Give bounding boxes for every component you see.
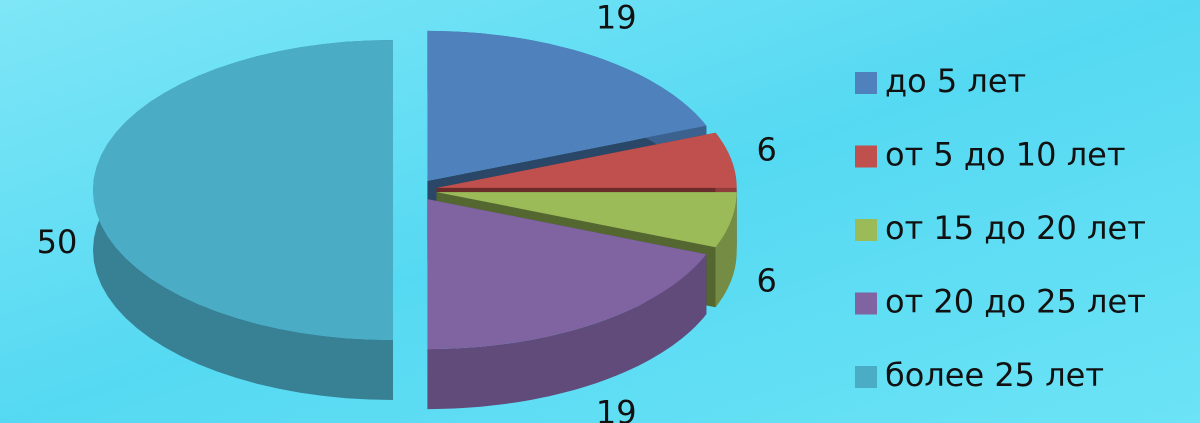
legend-swatch (855, 72, 877, 94)
chart: 19 6 50 6 19 до 5 лет от 5 до 10 лет от 15 до … (0, 0, 1200, 423)
legend-label: от 15 до 20 лет (885, 209, 1146, 247)
value-label: 6 (756, 130, 776, 168)
value-label: 19 (596, 393, 637, 423)
legend-label: от 5 до 10 лет (885, 136, 1125, 174)
legend-label: до 5 лет (885, 62, 1026, 100)
value-label: 50 (37, 223, 78, 261)
legend-swatch (855, 293, 877, 315)
value-label: 19 (596, 0, 637, 37)
legend-label: более 25 лет (885, 356, 1104, 394)
page: 19 6 50 6 19 до 5 лет от 5 до 10 лет от 15 до … (0, 0, 1200, 423)
legend-swatch (855, 219, 877, 241)
legend-swatch (855, 146, 877, 168)
value-label: 6 (756, 262, 776, 300)
legend-label: от 20 до 25 лет (885, 283, 1146, 321)
legend-swatch (855, 366, 877, 388)
